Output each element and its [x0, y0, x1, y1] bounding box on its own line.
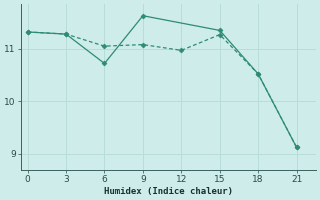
X-axis label: Humidex (Indice chaleur): Humidex (Indice chaleur) — [104, 187, 233, 196]
